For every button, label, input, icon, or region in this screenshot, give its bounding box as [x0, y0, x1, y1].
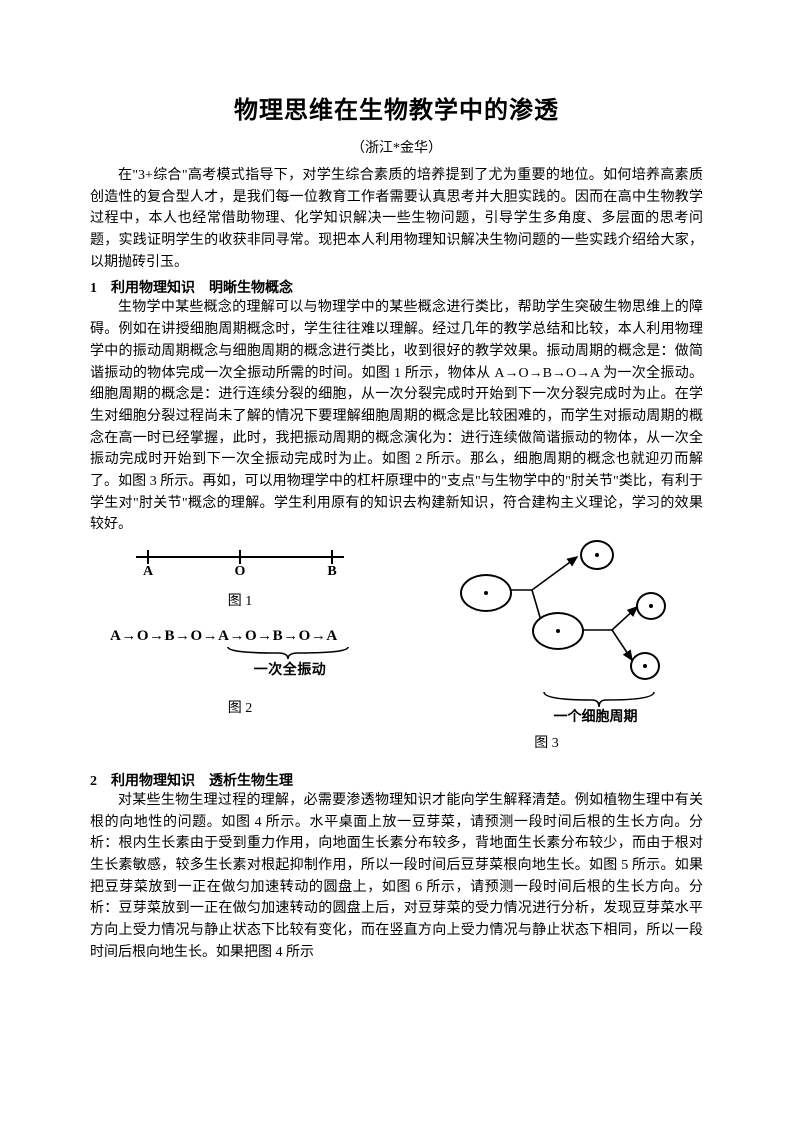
fig3-brace-label: 一个细胞周期	[554, 706, 638, 726]
figures-row: A O B 图 1 A→O→B→O→A→O→B→O→A 一次全振动 图 2	[90, 542, 703, 766]
fig1-tick-o	[239, 550, 241, 564]
page: 物理思维在生物教学中的渗透 （浙江*金华） 在"3+综合"高考模式指导下，对学生…	[0, 0, 793, 1122]
figure-3-caption: 图 3	[534, 732, 559, 752]
fig1-label-o: O	[235, 564, 246, 580]
figure-1-caption: 图 1	[228, 590, 253, 610]
page-title: 物理思维在生物教学中的渗透	[90, 90, 703, 125]
section-2-body: 对某些生物生理过程的理解，必需要渗透物理知识才能向学生解释清楚。例如植物生理中有…	[90, 790, 703, 964]
fig1-label-a: A	[143, 564, 153, 580]
figure-3: 一个细胞周期	[432, 542, 662, 722]
intro-paragraph: 在"3+综合"高考模式指导下，对学生综合素质的培养提到了尤为重要的地位。如何培养…	[90, 165, 703, 273]
figure-1: A O B	[130, 550, 350, 584]
dot-icon	[643, 664, 647, 668]
dot-icon	[649, 604, 653, 608]
dot-icon	[556, 629, 560, 633]
fig3-cell-5	[630, 652, 660, 680]
fig3-cell-3	[532, 612, 584, 650]
dot-icon	[484, 591, 488, 595]
figures-left-column: A O B 图 1 A→O→B→O→A→O→B→O→A 一次全振动 图 2	[90, 542, 390, 766]
figure-2-caption: 图 2	[228, 697, 253, 717]
section-2-heading: 2 利用物理知识 透析生物生理	[90, 770, 703, 790]
fig2-sequence: A→O→B→O→A→O→B→O→A	[110, 628, 338, 644]
fig3-cell-2	[580, 540, 614, 570]
fig1-tick-a	[147, 550, 149, 564]
fig1-label-b: B	[327, 564, 336, 580]
fig1-tick-b	[331, 550, 333, 564]
section-1-heading: 1 利用物理知识 明晰生物概念	[90, 277, 703, 297]
figure-2: A→O→B→O→A→O→B→O→A 一次全振动	[110, 628, 370, 679]
fig3-cell-4	[636, 592, 666, 620]
figures-right-column: 一个细胞周期 图 3	[390, 542, 703, 766]
fig3-cell-1	[460, 574, 512, 612]
fig2-brace-label: 一次全振动	[230, 659, 350, 679]
author-line: （浙江*金华）	[90, 137, 703, 157]
dot-icon	[595, 553, 599, 557]
section-1-body: 生物学中某些概念的理解可以与物理学中的某些概念进行类比，帮助学生突破生物思维上的…	[90, 297, 703, 536]
